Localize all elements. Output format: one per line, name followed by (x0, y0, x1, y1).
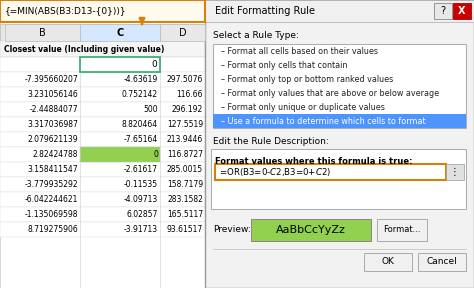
Text: Cancel: Cancel (427, 257, 457, 266)
Text: 165.5117: 165.5117 (167, 210, 203, 219)
Text: C: C (117, 27, 124, 37)
Text: 116.8727: 116.8727 (167, 150, 203, 159)
Text: OK: OK (382, 257, 394, 266)
Bar (0, 207, 205, 222)
Bar (434, 3, 452, 19)
Text: -6.042244621: -6.042244621 (25, 195, 78, 204)
Text: -0.11535: -0.11535 (124, 180, 158, 189)
Bar (0, 0, 205, 288)
Text: -2.61617: -2.61617 (124, 165, 158, 174)
Text: -2.44884077: -2.44884077 (29, 105, 78, 114)
Text: 93.61517: 93.61517 (167, 225, 203, 234)
Bar (215, 164, 446, 180)
Bar (80, 147, 160, 162)
Bar (160, 24, 205, 41)
Text: – Format only top or bottom ranked values: – Format only top or bottom ranked value… (221, 75, 393, 84)
Text: 3.317036987: 3.317036987 (27, 120, 78, 129)
Bar (80, 24, 160, 41)
Bar (0, 57, 205, 72)
Bar (0, 192, 205, 207)
Bar (446, 164, 464, 180)
Bar (0, 147, 205, 162)
Bar (0, 102, 205, 117)
Text: {=MIN(ABS(B3:D13-{0}))}: {=MIN(ABS(B3:D13-{0}))} (5, 7, 127, 16)
Text: -3.779935292: -3.779935292 (24, 180, 78, 189)
Text: 3.158411547: 3.158411547 (27, 165, 78, 174)
Bar (0, 24, 205, 41)
Text: -1.135069598: -1.135069598 (25, 210, 78, 219)
Text: 297.5076: 297.5076 (167, 75, 203, 84)
Text: Preview:: Preview: (213, 225, 251, 234)
Text: ⋮: ⋮ (450, 167, 460, 177)
Text: Closest value (Including given value): Closest value (Including given value) (4, 45, 164, 54)
Bar (213, 114, 466, 128)
Text: -4.09713: -4.09713 (124, 195, 158, 204)
Text: 158.7179: 158.7179 (167, 180, 203, 189)
Text: – Format only cells that contain: – Format only cells that contain (221, 60, 347, 69)
Bar (205, 0, 474, 22)
Text: – Format only values that are above or below average: – Format only values that are above or b… (221, 88, 439, 98)
Text: 127.5519: 127.5519 (167, 120, 203, 129)
Bar (0, 162, 205, 177)
Text: 8.719275906: 8.719275906 (27, 225, 78, 234)
Bar (0, 177, 205, 192)
Text: Format values where this formula is true:: Format values where this formula is true… (215, 158, 412, 166)
Text: – Use a formula to determine which cells to format: – Use a formula to determine which cells… (221, 117, 426, 126)
Text: – Format only unique or duplicate values: – Format only unique or duplicate values (221, 103, 385, 111)
Text: 283.1582: 283.1582 (167, 195, 203, 204)
Text: 213.9446: 213.9446 (167, 135, 203, 144)
Text: B: B (39, 27, 46, 37)
Text: 500: 500 (143, 105, 158, 114)
Bar (251, 219, 371, 241)
Text: -3.91713: -3.91713 (124, 225, 158, 234)
Bar (211, 149, 466, 209)
Text: 0.752142: 0.752142 (122, 90, 158, 99)
Text: 8.820464: 8.820464 (122, 120, 158, 129)
Bar (0, 41, 205, 57)
Bar (377, 219, 427, 241)
Text: 0: 0 (153, 150, 158, 159)
Bar (213, 44, 466, 128)
Bar (418, 253, 466, 271)
Bar (205, 0, 474, 288)
Text: 6.02857: 6.02857 (127, 210, 158, 219)
Text: 2.82424788: 2.82424788 (33, 150, 78, 159)
Text: Format...: Format... (383, 226, 421, 234)
Text: =OR(B3=0-$C$2,B3=0+$C$2): =OR(B3=0-$C$2,B3=0+$C$2) (219, 166, 331, 178)
Bar (0, 87, 205, 102)
Text: AaBbCcYyZz: AaBbCcYyZz (276, 225, 346, 235)
Bar (0, 0, 205, 22)
Text: Edit Formatting Rule: Edit Formatting Rule (215, 6, 315, 16)
Text: 3.231056146: 3.231056146 (27, 90, 78, 99)
Text: D: D (179, 27, 186, 37)
Text: Select a Rule Type:: Select a Rule Type: (213, 31, 299, 41)
Text: 285.0015: 285.0015 (167, 165, 203, 174)
Bar (0, 117, 205, 132)
Text: -7.65164: -7.65164 (124, 135, 158, 144)
Bar (364, 253, 412, 271)
Text: Edit the Rule Description:: Edit the Rule Description: (213, 137, 329, 145)
Bar (0, 132, 205, 147)
Text: ?: ? (440, 6, 446, 16)
Bar (80, 57, 160, 72)
Text: X: X (458, 6, 466, 16)
Bar (0, 222, 205, 237)
Bar (453, 3, 471, 19)
Text: 296.192: 296.192 (172, 105, 203, 114)
Bar (5, 24, 80, 41)
Text: – Format all cells based on their values: – Format all cells based on their values (221, 46, 378, 56)
Text: 0: 0 (151, 60, 157, 69)
Text: 116.66: 116.66 (176, 90, 203, 99)
Bar (0, 72, 205, 87)
Text: -4.63619: -4.63619 (124, 75, 158, 84)
Text: -7.395660207: -7.395660207 (24, 75, 78, 84)
Text: 2.079621139: 2.079621139 (27, 135, 78, 144)
